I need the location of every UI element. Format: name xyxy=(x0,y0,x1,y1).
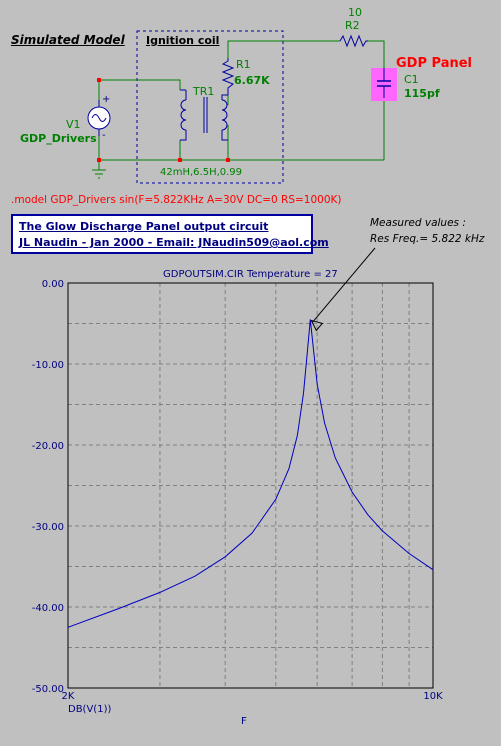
y-tick-label: 0.00 xyxy=(42,279,64,290)
plot-frame xyxy=(67,282,434,689)
annotation-arrow-head xyxy=(310,319,324,332)
y-tick-label: -20.00 xyxy=(32,441,64,452)
schematic-heading: Simulated Model xyxy=(11,33,125,47)
v1-value-label: GDP_Drivers xyxy=(20,132,97,145)
plus-sign: + xyxy=(102,94,111,105)
chart-title: GDPOUTSIM.CIR Temperature = 27 xyxy=(163,269,338,280)
annotation-line-1: Measured values : xyxy=(370,217,466,229)
x-tick-label: 10K xyxy=(423,691,443,702)
schematic-wires xyxy=(87,30,397,184)
chart-xlabel: F xyxy=(241,716,247,727)
v1-name-label: V1 xyxy=(66,118,81,131)
c1-value-label: 115pf xyxy=(404,87,440,100)
y-tick-label: -10.00 xyxy=(32,360,64,371)
model-line: .model GDP_Drivers sin(F=5.822KHz A=30V … xyxy=(11,194,342,206)
node-dot xyxy=(97,78,101,82)
y-tick-label: -40.00 xyxy=(32,603,64,614)
tr1-name-label: TR1 xyxy=(193,85,215,98)
node-dot xyxy=(97,158,101,162)
c1-capacitor xyxy=(371,68,397,101)
ignition-coil-label: Ignition coil xyxy=(146,34,220,47)
tr1-secondary-coil xyxy=(221,94,228,141)
node-dot xyxy=(226,158,230,162)
r1-name-label: R1 xyxy=(236,58,251,71)
y-tick-label: -30.00 xyxy=(32,522,64,533)
annotation-line-2: Res Freq.= 5.822 kHz xyxy=(370,233,485,245)
ignition-coil-box xyxy=(136,30,284,184)
coil-params-label: 42mH,6.5H,0.99 xyxy=(160,167,243,178)
minus-sign: - xyxy=(102,130,106,141)
series-line xyxy=(67,319,434,628)
r2-resistor xyxy=(339,34,368,48)
r1-value-label: 6.67K xyxy=(234,74,270,87)
tr1-primary-coil xyxy=(180,89,187,141)
gdp-panel-label: GDP Panel xyxy=(396,56,472,71)
r2-name-label: R2 xyxy=(345,19,360,32)
title-line-2: JL Naudin - Jan 2000 - Email: JNaudin509… xyxy=(19,236,329,249)
node-dot xyxy=(178,158,182,162)
x-tick-label: 2K xyxy=(62,691,75,702)
chart-ylabel: DB(V(1)) xyxy=(68,704,112,715)
v1-source-symbol xyxy=(87,100,111,136)
r2-value-label: 10 xyxy=(348,6,362,19)
title-line-1: The Glow Discharge Panel output circuit xyxy=(19,220,269,233)
y-tick-label: -50.00 xyxy=(32,684,64,695)
annotation-arrow-line xyxy=(311,247,376,323)
r1-resistor xyxy=(221,58,235,95)
c1-name-label: C1 xyxy=(404,73,419,86)
title-box: The Glow Discharge Panel output circuit … xyxy=(11,214,329,254)
